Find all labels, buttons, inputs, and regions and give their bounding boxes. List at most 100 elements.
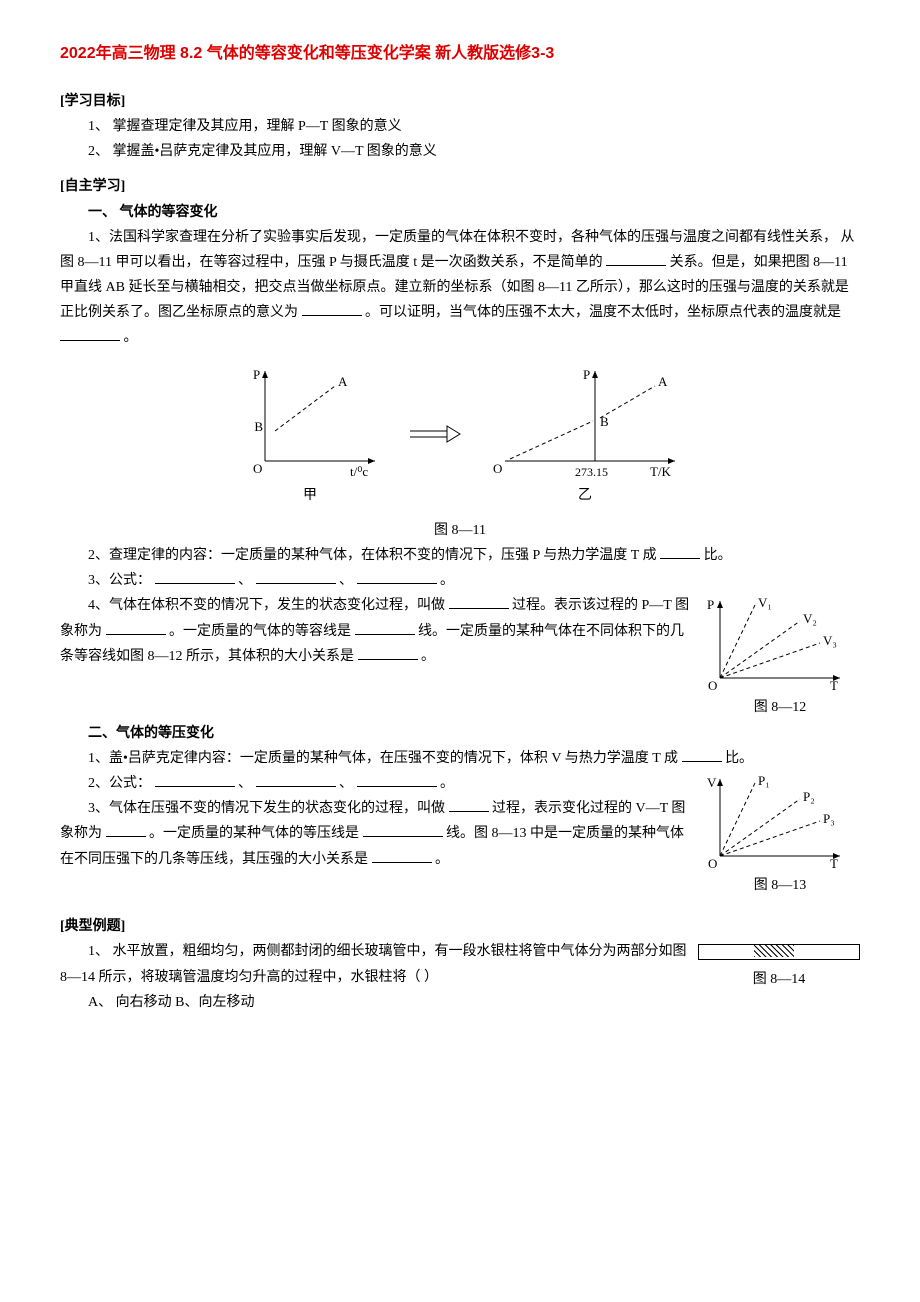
blank (355, 620, 415, 635)
page-title: 2022年高三物理 8.2 气体的等容变化和等压变化学案 新人教版选修3-3 (60, 40, 860, 69)
tube-diagram (698, 944, 860, 960)
para-3: 3、公式： 、 、 。 (60, 568, 860, 593)
axis-P: P (583, 367, 590, 382)
blank (660, 544, 700, 559)
para-6: 2、公式： 、 、 。 (60, 771, 690, 796)
chart-svg: P O T V₁ V₂ V₃ (700, 593, 850, 693)
blank (372, 848, 432, 863)
blank (256, 772, 336, 787)
p1d: 。 (124, 330, 138, 345)
label-V1: V₁ (758, 595, 772, 610)
para-6-7-with-fig: 2、公式： 、 、 。 3、气体在压强不变的情况下发生的状态变化的过程，叫做 过… (60, 771, 860, 898)
para-1: 1、法国科学家查理在分析了实验事实后发现，一定质量的气体在体积不变时，各种气体的… (60, 225, 860, 351)
figure-8-11: P A B O t/⁰c 甲 P A B O 273.15 T/K (60, 361, 860, 508)
blank (358, 645, 418, 660)
blank (357, 772, 437, 787)
fig-jia-label: 甲 (235, 483, 385, 508)
blank (106, 620, 166, 635)
origin-O: O (708, 856, 717, 871)
example-1: 1、 水平放置，粗细均匀，两侧都封闭的细长玻璃管中，有一段水银柱将管中气体分为两… (60, 939, 860, 1015)
fig-8-11-jia: P A B O t/⁰c 甲 (235, 361, 385, 508)
blank (606, 251, 666, 266)
point-A: A (658, 374, 668, 389)
fig-8-14-caption: 图 8—14 (698, 967, 860, 992)
sep2: 、 (339, 573, 353, 588)
origin-O: O (708, 678, 717, 693)
point-A: A (338, 374, 348, 389)
figure-8-13: V O T P₁ P₂ P₃ 图 8—13 (700, 771, 860, 898)
blank (60, 326, 120, 341)
p4a: 4、气体在体积不变的情况下，发生的状态变化过程，叫做 (88, 598, 445, 613)
point-B: B (254, 419, 263, 434)
p2b: 比。 (704, 548, 732, 563)
p3a: 3、公式： (88, 573, 151, 588)
fig-yi-label: 乙 (485, 483, 685, 508)
label-V3: V₃ (823, 633, 837, 648)
fig-8-11-yi: P A B O 273.15 T/K 乙 (485, 361, 685, 508)
axis-P: P (253, 367, 260, 382)
arrow-icon (405, 419, 465, 449)
point-B: B (600, 414, 609, 429)
p7a: 3、气体在压强不变的情况下发生的状态变化的过程，叫做 (88, 801, 445, 816)
axis-TK: T/K (650, 464, 672, 479)
blank (155, 772, 235, 787)
ex1-options: A、 向右移动 B、向左移动 (60, 990, 688, 1015)
axis-T: T (830, 678, 838, 693)
fig-8-11-caption: 图 8—11 (60, 518, 860, 543)
para-5: 1、盖•吕萨克定律内容：一定质量的某种气体，在压强不变的情况下，体积 V 与热力… (60, 746, 860, 771)
p1c: 。可以证明，当气体的压强不太大，温度不太低时，坐标原点代表的温度就是 (365, 305, 841, 320)
objective-1: 1、 掌握查理定律及其应用，理解 P—T 图象的意义 (60, 114, 860, 139)
selfstudy-head: [自主学习] (60, 174, 860, 199)
p7c: 。一定质量的某种气体的等压线是 (149, 826, 359, 841)
p4e: 。 (421, 649, 435, 664)
p3end: 。 (440, 573, 454, 588)
origin-O: O (493, 461, 502, 476)
sep1: 、 (238, 573, 252, 588)
mercury-column (754, 945, 794, 957)
axis-tC: t/⁰c (350, 464, 368, 479)
blank (106, 822, 146, 837)
label-P2: P₂ (803, 789, 815, 804)
para-7: 3、气体在压强不变的情况下发生的状态变化的过程，叫做 过程，表示变化过程的 V—… (60, 796, 690, 872)
fig-8-12-caption: 图 8—12 (700, 695, 860, 720)
blank (302, 301, 362, 316)
p6a: 2、公式： (88, 776, 151, 791)
blank (155, 569, 235, 584)
para-2: 2、查理定律的内容：一定质量的某种气体，在体积不变的情况下，压强 P 与热力学温… (60, 543, 860, 568)
objectives-head: [学习目标] (60, 89, 860, 114)
figure-8-12: P O T V₁ V₂ V₃ 图 8—12 (700, 593, 860, 720)
label-P3: P₃ (823, 811, 835, 826)
p4c: 。一定质量的气体的等容线是 (169, 624, 351, 639)
p7e: 。 (435, 852, 449, 867)
origin-O: O (253, 461, 262, 476)
p2a: 2、查理定律的内容：一定质量的某种气体，在体积不变的情况下，压强 P 与热力学温… (88, 548, 657, 563)
examples-head: [典型例题] (60, 914, 860, 939)
blank (449, 594, 509, 609)
sep3: 、 (238, 776, 252, 791)
axis-T: T (830, 856, 838, 871)
ex1-text: 1、 水平放置，粗细均匀，两侧都封闭的细长玻璃管中，有一段水银柱将管中气体分为两… (60, 939, 688, 989)
p6end: 。 (440, 776, 454, 791)
sep4: 、 (339, 776, 353, 791)
chart-svg: V O T P₁ P₂ P₃ (700, 771, 850, 871)
blank (256, 569, 336, 584)
p5a: 1、盖•吕萨克定律内容：一定质量的某种气体，在压强不变的情况下，体积 V 与热力… (88, 751, 678, 766)
fig-8-13-caption: 图 8—13 (700, 873, 860, 898)
label-P1: P₁ (758, 773, 770, 788)
part2-head: 二、气体的等压变化 (60, 721, 860, 746)
blank (682, 747, 722, 762)
label-V2: V₂ (803, 611, 817, 626)
objective-2: 2、 掌握盖•吕萨克定律及其应用，理解 V—T 图象的意义 (60, 139, 860, 164)
para-4-with-fig: 4、气体在体积不变的情况下，发生的状态变化过程，叫做 过程。表示该过程的 P—T… (60, 593, 860, 720)
blank (357, 569, 437, 584)
blank (449, 797, 489, 812)
x-273: 273.15 (575, 465, 608, 479)
figure-8-14: 图 8—14 (698, 939, 860, 991)
para-4: 4、气体在体积不变的情况下，发生的状态变化过程，叫做 过程。表示该过程的 P—T… (60, 593, 690, 669)
axis-V: V (707, 775, 717, 790)
part1-head: 一、 气体的等容变化 (60, 200, 860, 225)
chart-svg: P A B O t/⁰c (235, 361, 385, 481)
p5b: 比。 (725, 751, 753, 766)
axis-P: P (707, 597, 714, 612)
blank (363, 822, 443, 837)
